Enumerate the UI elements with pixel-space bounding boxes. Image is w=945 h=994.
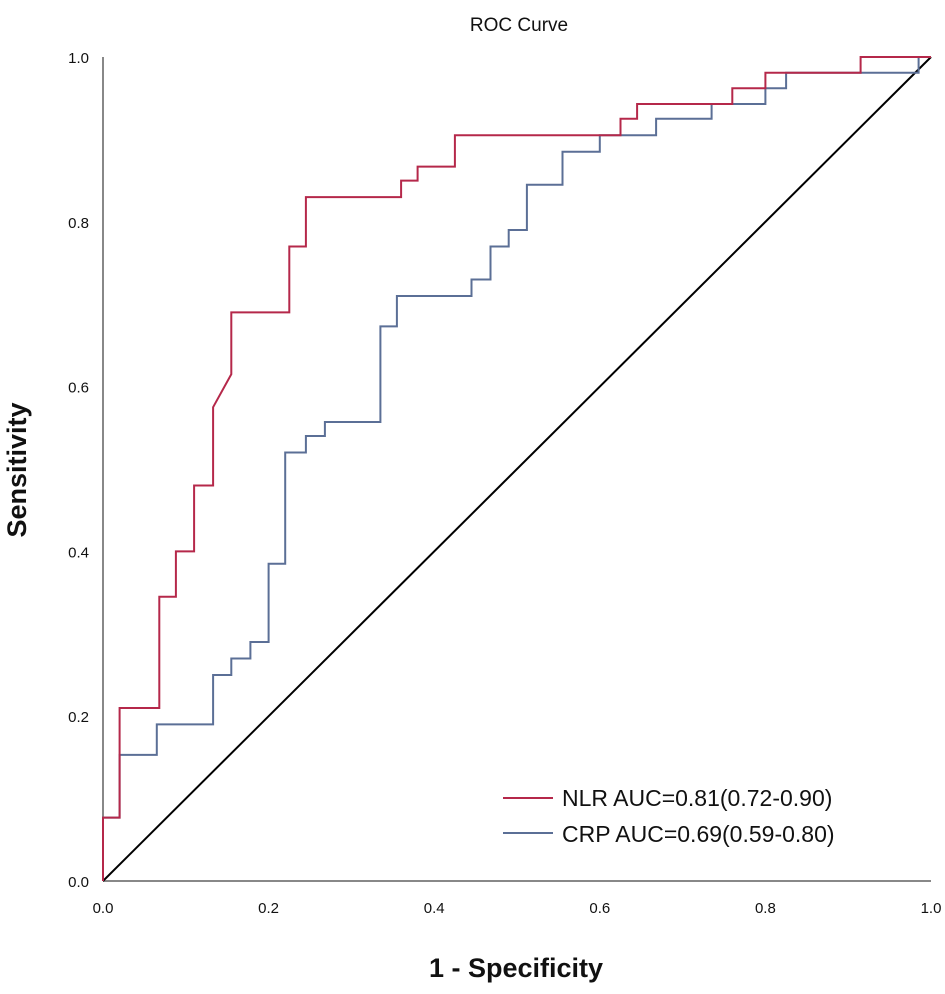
x-tick-label: 0.8 — [755, 900, 776, 917]
x-tick-label: 0.0 — [93, 900, 114, 917]
y-tick-label: 0.0 — [68, 874, 89, 891]
legend-label-nlr: NLR AUC=0.81(0.72-0.90) — [562, 785, 832, 811]
reference-diagonal-line — [102, 56, 932, 882]
y-axis-label: Sensitivity — [2, 402, 32, 537]
x-tick-label: 0.4 — [424, 900, 445, 917]
x-tick-label: 0.6 — [589, 900, 610, 917]
y-tick-labels: 0.0 0.2 0.4 0.6 0.8 1.0 — [68, 50, 89, 891]
y-tick-label: 0.4 — [68, 544, 89, 561]
crp-roc-curve — [102, 56, 931, 881]
y-tick-label: 1.0 — [68, 50, 89, 67]
nlr-roc-curve — [102, 56, 931, 881]
plot-area — [102, 56, 932, 882]
legend-label-crp: CRP AUC=0.69(0.59-0.80) — [562, 821, 835, 847]
x-tick-label: 0.2 — [258, 900, 279, 917]
legend: NLR AUC=0.81(0.72-0.90) CRP AUC=0.69(0.5… — [503, 785, 835, 847]
x-tick-labels: 0.0 0.2 0.4 0.6 0.8 1.0 — [93, 900, 942, 917]
x-axis-label: 1 - Specificity — [429, 953, 603, 983]
y-tick-label: 0.8 — [68, 215, 89, 232]
y-tick-label: 0.6 — [68, 380, 89, 397]
chart-title: ROC Curve — [470, 15, 568, 36]
x-tick-label: 1.0 — [921, 900, 942, 917]
y-tick-label: 0.2 — [68, 709, 89, 726]
